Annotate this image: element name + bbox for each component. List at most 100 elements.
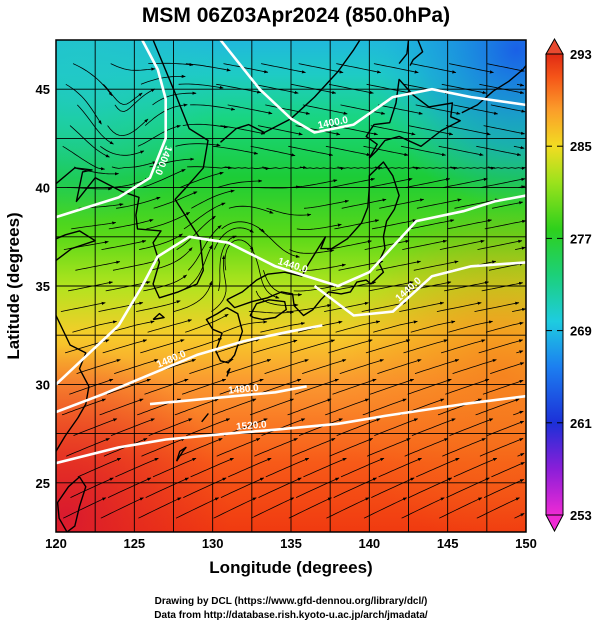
x-axis-label: Longitude (degrees) bbox=[209, 558, 372, 577]
y-axis-label: Latitude (degrees) bbox=[4, 212, 23, 359]
streamline bbox=[98, 301, 144, 312]
streamline bbox=[368, 281, 414, 292]
colorbar-tick-label: 277 bbox=[570, 231, 592, 246]
streamline bbox=[103, 84, 143, 105]
streamline bbox=[486, 63, 525, 73]
streamline bbox=[65, 83, 102, 125]
streamline bbox=[71, 221, 117, 230]
streamline bbox=[325, 145, 371, 157]
streamline bbox=[261, 63, 306, 74]
streamline bbox=[251, 249, 280, 299]
streamline bbox=[100, 145, 145, 156]
streamline bbox=[453, 104, 499, 115]
streamline bbox=[371, 219, 417, 230]
streamline bbox=[140, 339, 185, 354]
streamline bbox=[373, 63, 419, 74]
colorbar: 253 261 269 277 285 293 bbox=[545, 37, 592, 533]
x-tick-label: 140 bbox=[358, 536, 380, 551]
streamline bbox=[60, 301, 106, 312]
streamline bbox=[339, 359, 384, 374]
streamline bbox=[74, 166, 119, 176]
streamline bbox=[363, 497, 408, 519]
streamline bbox=[366, 438, 411, 457]
streamline bbox=[69, 125, 110, 158]
streamline bbox=[139, 233, 183, 250]
plot-area: 1400.01400.01440.01440.01480.01480.01520… bbox=[56, 40, 526, 532]
streamline bbox=[454, 198, 500, 209]
streamline bbox=[327, 240, 372, 250]
streamline bbox=[490, 362, 525, 374]
streamline bbox=[364, 239, 410, 250]
streamline bbox=[213, 145, 259, 155]
streamline bbox=[62, 145, 105, 171]
streamline bbox=[298, 418, 343, 436]
streamline bbox=[258, 477, 302, 498]
colorbar-tick-label: 253 bbox=[570, 508, 592, 523]
streamline bbox=[136, 300, 181, 312]
streamline bbox=[482, 380, 524, 395]
contour-label: 1520.0 bbox=[236, 419, 268, 433]
streamline bbox=[109, 320, 155, 333]
streamline bbox=[476, 497, 520, 519]
streamline bbox=[512, 307, 526, 312]
streamline bbox=[445, 378, 490, 395]
streamline bbox=[374, 418, 419, 436]
streamline bbox=[178, 83, 224, 90]
colorbar-tick-label: 269 bbox=[570, 324, 592, 339]
streamline bbox=[185, 63, 231, 72]
streamline bbox=[296, 223, 342, 230]
streamline bbox=[453, 457, 498, 478]
streamline bbox=[399, 301, 445, 312]
streamline bbox=[486, 420, 525, 436]
streamline bbox=[340, 457, 385, 478]
streamline bbox=[144, 378, 189, 395]
streamline bbox=[286, 304, 332, 312]
streamline bbox=[226, 359, 272, 374]
streamline bbox=[182, 123, 228, 129]
streamline bbox=[77, 104, 114, 145]
credit-data: Data from http://database.rish.kyoto-u.a… bbox=[154, 610, 428, 621]
streamline bbox=[257, 378, 302, 395]
streamline bbox=[440, 339, 486, 354]
streamline bbox=[334, 219, 380, 230]
streamline bbox=[326, 497, 370, 519]
streamline bbox=[147, 319, 192, 333]
streamline bbox=[406, 281, 452, 292]
streamline bbox=[303, 457, 347, 478]
streamline bbox=[115, 457, 159, 478]
coast-taiwan bbox=[56, 476, 87, 532]
streamline bbox=[261, 418, 306, 436]
streamline bbox=[70, 477, 114, 498]
streamline bbox=[152, 457, 197, 478]
streamline bbox=[442, 177, 488, 188]
streamline bbox=[367, 177, 413, 188]
streamline bbox=[107, 477, 152, 498]
streamline bbox=[186, 418, 231, 436]
contour-line bbox=[219, 40, 526, 134]
streamline bbox=[403, 339, 448, 354]
streamline bbox=[224, 239, 254, 271]
streamline bbox=[110, 63, 156, 71]
streamline bbox=[180, 244, 213, 292]
streamline bbox=[365, 339, 411, 354]
streamline bbox=[369, 378, 415, 395]
x-tick-label: 145 bbox=[437, 536, 459, 551]
streamline bbox=[224, 166, 270, 171]
streamline bbox=[112, 259, 158, 271]
streamline bbox=[379, 198, 425, 209]
streamline bbox=[336, 63, 382, 74]
streamline bbox=[288, 145, 334, 157]
streamline bbox=[335, 320, 381, 333]
streamline bbox=[187, 166, 233, 170]
streamline bbox=[260, 322, 306, 333]
chart-title: MSM 06Z03Apr2024 (850.0hPa) bbox=[142, 4, 450, 27]
streamline bbox=[251, 497, 295, 519]
streamline bbox=[516, 83, 525, 87]
colorbar-max-triangle bbox=[545, 37, 564, 55]
streamline bbox=[77, 457, 122, 478]
streamline bbox=[324, 301, 369, 312]
streamline bbox=[143, 274, 187, 292]
streamline bbox=[76, 359, 121, 374]
streamline bbox=[221, 221, 265, 233]
